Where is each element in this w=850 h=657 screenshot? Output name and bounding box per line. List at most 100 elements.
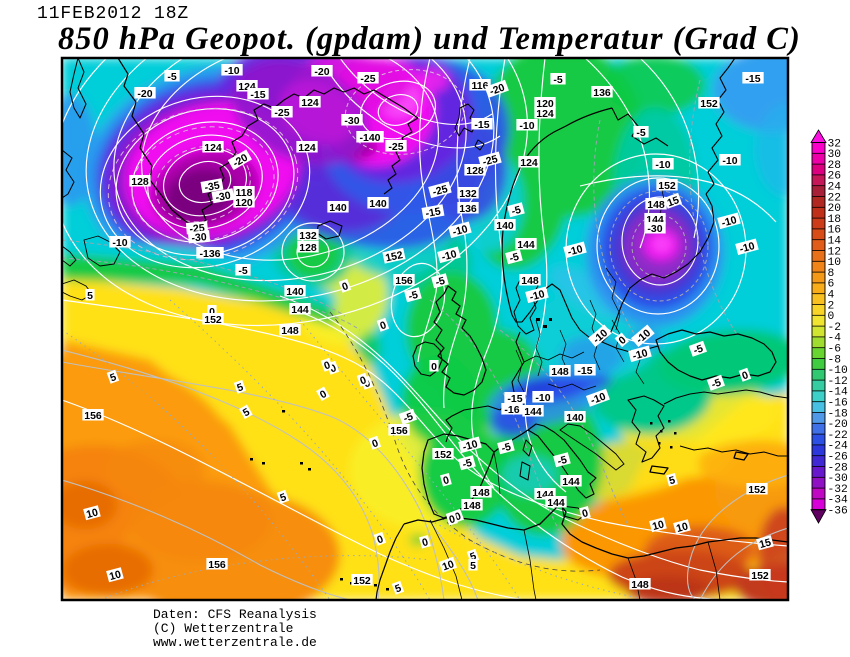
svg-text:-30: -30 <box>828 473 849 485</box>
svg-text:-10: -10 <box>722 155 737 167</box>
svg-text:0: 0 <box>340 280 350 293</box>
svg-text:152: 152 <box>700 98 718 110</box>
svg-text:-5: -5 <box>167 71 176 83</box>
svg-text:148: 148 <box>472 487 490 499</box>
svg-text:5: 5 <box>108 371 118 384</box>
svg-text:10: 10 <box>675 520 690 535</box>
svg-text:152: 152 <box>658 180 676 192</box>
svg-text:0: 0 <box>318 388 329 401</box>
svg-text:-20: -20 <box>314 66 329 78</box>
svg-text:-14: -14 <box>828 387 849 399</box>
svg-text:152: 152 <box>748 484 766 496</box>
svg-text:-10: -10 <box>519 120 534 132</box>
svg-text:-15: -15 <box>474 119 489 131</box>
svg-text:156: 156 <box>390 425 408 437</box>
svg-text:144: 144 <box>562 476 580 488</box>
svg-text:-10: -10 <box>535 392 550 404</box>
svg-text:2: 2 <box>828 300 835 312</box>
svg-text:-10: -10 <box>738 240 756 256</box>
svg-text:5: 5 <box>87 290 93 302</box>
svg-text:5: 5 <box>470 560 476 572</box>
svg-text:-8: -8 <box>828 354 842 366</box>
svg-text:5: 5 <box>235 381 245 394</box>
svg-text:-30: -30 <box>344 115 359 127</box>
svg-text:-15: -15 <box>745 73 760 85</box>
svg-text:148: 148 <box>647 199 665 211</box>
svg-text:118: 118 <box>236 187 253 199</box>
svg-text:10: 10 <box>85 506 100 521</box>
svg-text:156: 156 <box>84 410 102 422</box>
svg-text:8: 8 <box>828 268 835 280</box>
svg-text:152: 152 <box>751 570 769 582</box>
svg-text:26: 26 <box>828 171 842 183</box>
svg-text:-136: -136 <box>199 248 220 260</box>
svg-text:-20: -20 <box>488 81 507 98</box>
svg-text:-5: -5 <box>510 204 522 218</box>
svg-text:-30: -30 <box>215 190 232 204</box>
svg-text:-5: -5 <box>553 74 562 86</box>
svg-text:-10: -10 <box>828 365 849 377</box>
svg-text:5: 5 <box>468 550 478 563</box>
svg-text:124: 124 <box>298 142 316 154</box>
svg-text:-140: -140 <box>359 132 380 144</box>
svg-text:128: 128 <box>466 165 484 177</box>
svg-text:0: 0 <box>448 513 457 526</box>
svg-text:144: 144 <box>291 304 309 316</box>
svg-text:24: 24 <box>828 182 842 194</box>
svg-text:136: 136 <box>593 87 611 99</box>
svg-text:-10: -10 <box>112 237 127 249</box>
svg-text:140: 140 <box>496 220 514 232</box>
svg-text:14: 14 <box>828 236 842 248</box>
svg-text:-15: -15 <box>577 365 592 377</box>
svg-text:-5: -5 <box>636 127 645 139</box>
svg-text:-25: -25 <box>388 141 403 153</box>
svg-text:4: 4 <box>828 290 835 302</box>
svg-text:20: 20 <box>828 203 842 215</box>
svg-text:124: 124 <box>520 157 538 169</box>
svg-text:-5: -5 <box>508 251 520 265</box>
svg-text:0: 0 <box>431 361 437 373</box>
svg-text:0: 0 <box>328 362 338 375</box>
svg-text:152: 152 <box>204 314 222 326</box>
svg-text:-10: -10 <box>566 243 584 259</box>
svg-text:-10: -10 <box>451 223 469 239</box>
svg-text:5: 5 <box>241 406 252 419</box>
svg-text:-10: -10 <box>631 347 649 363</box>
svg-text:-5: -5 <box>692 342 705 357</box>
svg-text:-10: -10 <box>589 390 608 407</box>
svg-text:-16: -16 <box>504 404 519 416</box>
svg-text:152: 152 <box>353 575 371 587</box>
svg-text:144: 144 <box>524 406 542 418</box>
svg-text:-12: -12 <box>828 376 848 388</box>
svg-text:10: 10 <box>828 257 842 269</box>
svg-text:-25: -25 <box>274 107 289 119</box>
svg-text:-20: -20 <box>137 88 152 100</box>
svg-text:16: 16 <box>828 225 842 237</box>
svg-text:22: 22 <box>828 192 842 204</box>
svg-text:-6: -6 <box>828 344 842 356</box>
svg-text:-32: -32 <box>828 484 848 496</box>
svg-text:5: 5 <box>668 474 677 487</box>
svg-text:0: 0 <box>442 474 451 487</box>
svg-text:-5: -5 <box>402 410 415 425</box>
svg-text:-34: -34 <box>828 495 849 507</box>
svg-text:10: 10 <box>441 558 456 573</box>
svg-text:0: 0 <box>370 437 380 450</box>
svg-text:148: 148 <box>521 275 539 287</box>
svg-text:-10: -10 <box>720 214 738 230</box>
svg-text:-28: -28 <box>828 462 849 474</box>
svg-text:-16: -16 <box>828 398 849 410</box>
svg-text:15: 15 <box>758 536 773 551</box>
svg-text:152: 152 <box>384 249 404 264</box>
svg-text:140: 140 <box>329 202 347 214</box>
svg-text:10: 10 <box>108 568 123 583</box>
svg-text:5: 5 <box>393 582 403 595</box>
svg-text:-2: -2 <box>828 322 842 334</box>
svg-text:-10: -10 <box>528 288 546 304</box>
svg-text:140: 140 <box>369 198 387 210</box>
svg-text:-15: -15 <box>507 393 522 405</box>
svg-text:-22: -22 <box>828 430 848 442</box>
svg-text:-30: -30 <box>191 231 207 244</box>
svg-text:-10: -10 <box>440 248 458 264</box>
svg-text:124: 124 <box>536 108 554 120</box>
